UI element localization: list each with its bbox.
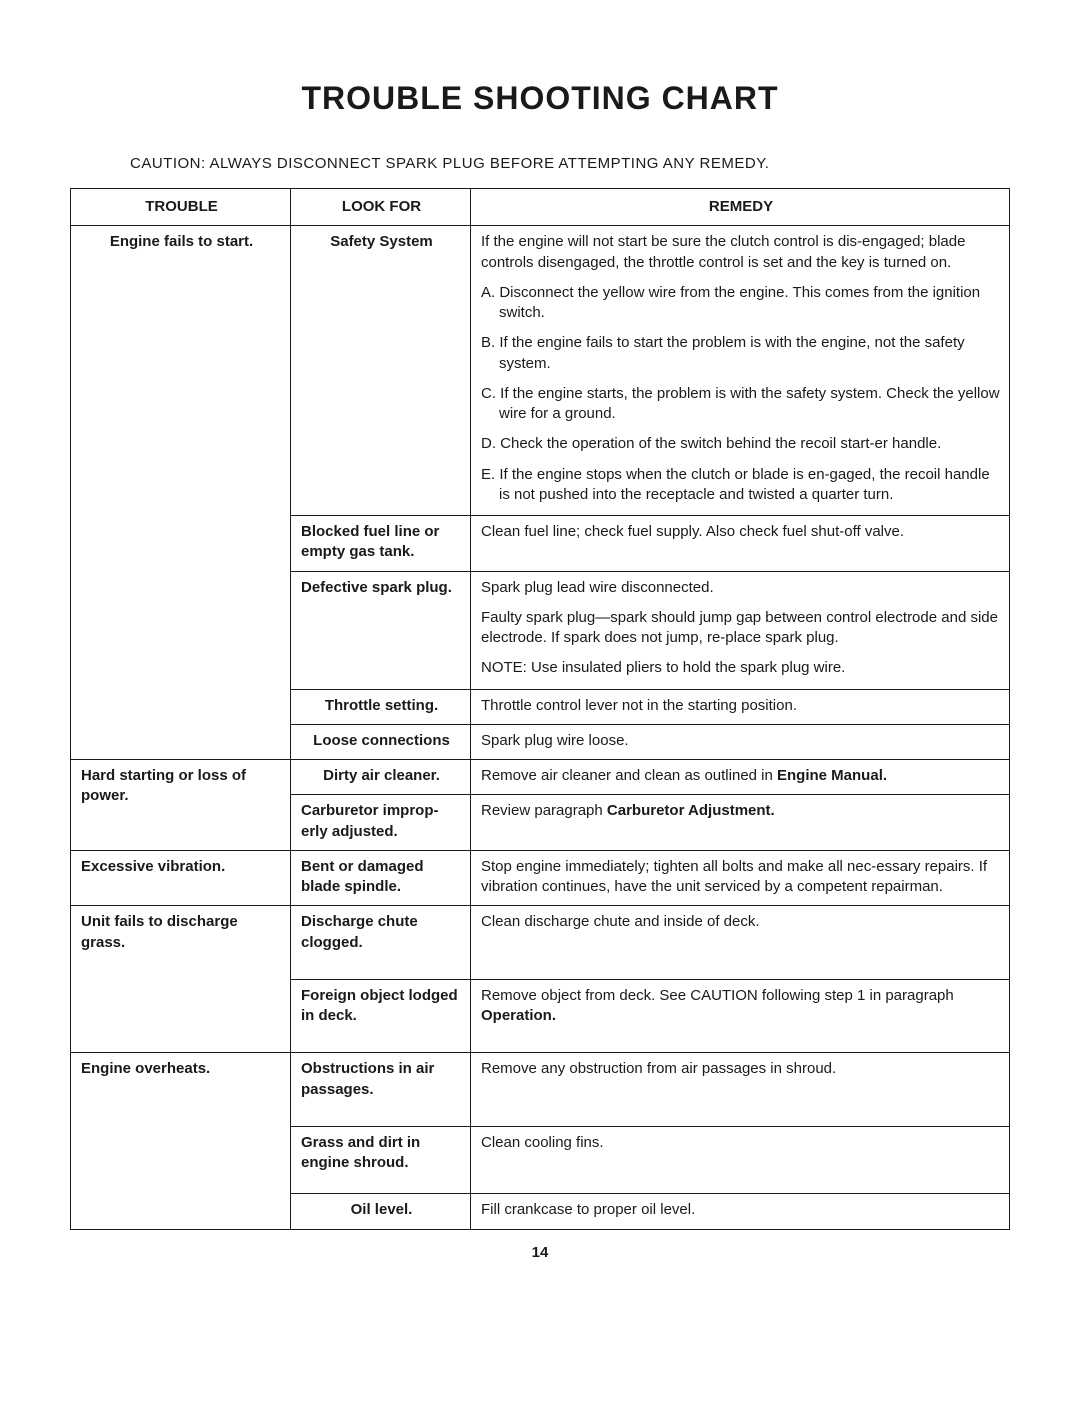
caution-line: CAUTION: ALWAYS DISCONNECT SPARK PLUG BE… [130,155,1010,172]
remedy-text-bold: Operation. [481,1007,556,1024]
look-cell: Dirty air cleaner. [291,760,471,795]
look-cell: Defective spark plug. [291,571,471,689]
look-cell: Foreign object lodged in deck. [291,979,471,1053]
table-header-row: TROUBLE LOOK FOR REMEDY [71,189,1010,226]
remedy-cell: Fill crankcase to proper oil level. [471,1194,1010,1229]
remedy-text: A. Disconnect the yellow wire from the e… [481,283,1001,324]
remedy-cell: Spark plug lead wire disconnected. Fault… [471,571,1010,689]
table-row: Unit fails to discharge grass. Discharge… [71,906,1010,980]
page: TROUBLE SHOOTING CHART CAUTION: ALWAYS D… [0,0,1080,1409]
look-cell: Discharge chute clogged. [291,906,471,980]
header-look: LOOK FOR [291,189,471,226]
trouble-cell: Engine fails to start. [71,226,291,760]
table-row: Engine overheats. Obstructions in air pa… [71,1053,1010,1127]
remedy-cell: Clean fuel line; check fuel supply. Also… [471,516,1010,572]
look-cell: Blocked fuel line or empty gas tank. [291,516,471,572]
remedy-cell: Remove object from deck. See CAUTION fol… [471,979,1010,1053]
remedy-cell: If the engine will not start be sure the… [471,226,1010,516]
remedy-cell: Review paragraph Carburetor Adjustment. [471,795,1010,851]
look-cell: Oil level. [291,1194,471,1229]
remedy-text: Faulty spark plug—spark should jump gap … [481,608,1001,649]
page-number: 14 [70,1244,1010,1261]
trouble-cell: Excessive vibration. [71,850,291,906]
remedy-text: Remove object from deck. See CAUTION fol… [481,987,954,1004]
look-cell: Safety System [291,226,471,516]
remedy-text: Spark plug lead wire disconnected. [481,578,1001,598]
table-row: Hard starting or loss of power. Dirty ai… [71,760,1010,795]
table-row: Excessive vibration. Bent or damaged bla… [71,850,1010,906]
remedy-text: D. Check the operation of the switch beh… [481,434,1001,454]
remedy-cell: Remove air cleaner and clean as outlined… [471,760,1010,795]
look-cell: Grass and dirt in engine shroud. [291,1126,471,1194]
trouble-cell: Unit fails to discharge grass. [71,906,291,1053]
table-row: Engine fails to start. Safety System If … [71,226,1010,516]
remedy-text: NOTE: Use insulated pliers to hold the s… [481,658,1001,678]
remedy-text: Remove air cleaner and clean as outlined… [481,767,777,784]
remedy-text: C. If the engine starts, the problem is … [481,384,1001,425]
remedy-cell: Remove any obstruction from air passages… [471,1053,1010,1127]
remedy-cell: Stop engine immediately; tighten all bol… [471,850,1010,906]
trouble-cell: Engine overheats. [71,1053,291,1229]
remedy-cell: Clean cooling fins. [471,1126,1010,1194]
look-cell: Throttle setting. [291,689,471,724]
page-title: TROUBLE SHOOTING CHART [70,80,1010,117]
remedy-cell: Throttle control lever not in the starti… [471,689,1010,724]
look-cell: Loose connections [291,724,471,759]
troubleshooting-table: TROUBLE LOOK FOR REMEDY Engine fails to … [70,188,1010,1230]
header-remedy: REMEDY [471,189,1010,226]
remedy-cell: Spark plug wire loose. [471,724,1010,759]
remedy-text-bold: Carburetor Adjustment. [607,802,775,819]
remedy-text: E. If the engine stops when the clutch o… [481,465,1001,506]
header-trouble: TROUBLE [71,189,291,226]
trouble-cell: Hard starting or loss of power. [71,760,291,851]
remedy-text-bold: Engine Manual. [777,767,887,784]
remedy-cell: Clean discharge chute and inside of deck… [471,906,1010,980]
look-cell: Carburetor improp-erly adjusted. [291,795,471,851]
look-cell: Bent or damaged blade spindle. [291,850,471,906]
look-cell: Obstructions in air passages. [291,1053,471,1127]
remedy-text: B. If the engine fails to start the prob… [481,333,1001,374]
remedy-text: Review paragraph [481,802,607,819]
remedy-text: If the engine will not start be sure the… [481,232,1001,273]
